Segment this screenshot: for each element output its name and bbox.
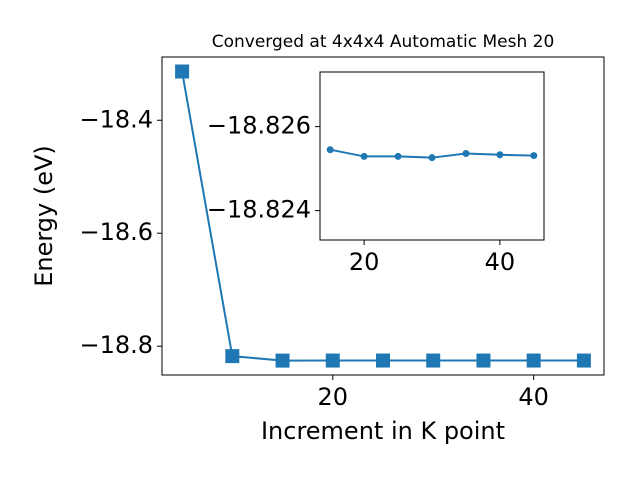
marker <box>376 353 390 368</box>
axes-frame <box>161 56 605 376</box>
marker <box>428 154 436 162</box>
x-tick-label: 40 <box>485 248 516 276</box>
marker <box>325 353 340 368</box>
x-tick-label: 20 <box>317 383 348 411</box>
marker <box>526 353 541 368</box>
marker <box>576 353 591 368</box>
y-tick-label: −18.824 <box>207 196 311 224</box>
x-tick-label: 20 <box>349 248 380 276</box>
y-tick-label: −18.8 <box>79 331 153 359</box>
marker <box>426 353 441 368</box>
marker <box>530 152 538 160</box>
marker <box>394 152 402 160</box>
marker <box>462 149 470 157</box>
marker <box>496 151 504 159</box>
marker <box>275 353 290 368</box>
y-tick-label: −18.4 <box>79 105 153 133</box>
axes-frame <box>319 71 545 241</box>
y-tick-label: −18.826 <box>207 112 311 140</box>
y-tick-label: −18.6 <box>79 218 153 246</box>
marker <box>175 64 190 79</box>
y-axis-label: Energy (eV) <box>30 145 58 287</box>
x-axis-label: Increment in K point <box>261 417 505 445</box>
marker <box>360 152 368 160</box>
marker <box>326 146 334 154</box>
chart-title: Converged at 4x4x4 Automatic Mesh 20 <box>212 32 555 52</box>
marker <box>476 353 491 368</box>
marker <box>225 349 240 364</box>
x-tick-label: 40 <box>518 383 549 411</box>
